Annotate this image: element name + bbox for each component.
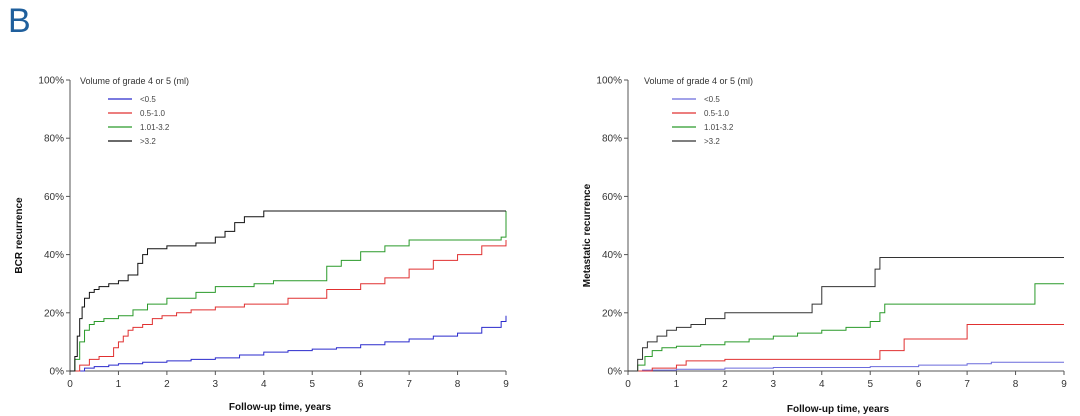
legend-title: Volume of grade 4 or 5 (ml) (80, 76, 189, 86)
x-tick-label: 2 (722, 379, 728, 390)
x-tick-label: 0 (67, 379, 73, 390)
legend-label: <0.5 (140, 95, 156, 104)
y-tick-label: 80% (602, 134, 622, 145)
series-line (70, 315, 507, 372)
legend-title: Volume of grade 4 or 5 (ml) (644, 76, 753, 86)
y-tick-label: 0% (608, 367, 623, 378)
y-tick-label: 60% (602, 192, 622, 203)
x-tick-label: 7 (964, 379, 970, 390)
series-line (628, 283, 1064, 372)
legend-label: >3.2 (140, 137, 156, 146)
y-tick-label: 20% (44, 308, 64, 319)
y-tick-label: 40% (44, 250, 64, 261)
x-tick-label: 0 (625, 379, 631, 390)
y-axis-title: BCR recurrence (14, 197, 25, 274)
x-tick-label: 9 (503, 379, 509, 390)
legend-label: 1.01-3.2 (704, 123, 734, 132)
series-line (70, 240, 507, 372)
legend-label: 0.5-1.0 (704, 109, 729, 118)
y-tick-label: 100% (38, 76, 64, 87)
series-line (70, 210, 506, 372)
x-tick-label: 1 (116, 379, 122, 390)
x-axis-title: Follow-up time, years (229, 402, 332, 413)
legend-label: 0.5-1.0 (140, 109, 165, 118)
y-axis-title: Metastatic recurrence (582, 183, 593, 287)
x-tick-label: 4 (261, 379, 267, 390)
x-tick-label: 5 (867, 379, 873, 390)
legend-label: <0.5 (704, 95, 720, 104)
x-tick-label: 8 (1013, 379, 1019, 390)
bcr-recurrence-chart: 0% 20% 40% 60% 80% 100% 0 1 2 3 4 5 6 7 8 9 Follow-up ti… (14, 76, 509, 414)
x-tick-label: 9 (1061, 379, 1067, 390)
x-tick-label: 6 (358, 379, 364, 390)
x-tick-label: 1 (674, 379, 680, 390)
legend-label: 1.01-3.2 (140, 123, 170, 132)
x-axis-title: Follow-up time, years (787, 404, 890, 415)
y-tick-label: 80% (44, 134, 64, 145)
x-tick-label: 4 (819, 379, 825, 390)
x-tick-label: 2 (164, 379, 170, 390)
panel-label: B (8, 2, 31, 40)
y-tick-label: 20% (602, 308, 622, 319)
series-line (628, 361, 1064, 372)
metastatic-recurrence-chart: 0% 20% 40% 60% 80% 100% 0 1 2 3 4 5 6 7 8 9 Follow-up ti… (582, 76, 1067, 416)
y-tick-label: 60% (44, 192, 64, 203)
y-tick-label: 100% (596, 76, 622, 87)
x-tick-label: 3 (771, 379, 777, 390)
x-tick-label: 8 (455, 379, 461, 390)
x-tick-label: 7 (406, 379, 412, 390)
y-tick-label: 40% (602, 250, 622, 261)
x-tick-label: 6 (916, 379, 922, 390)
series-line (70, 210, 507, 372)
x-tick-label: 3 (213, 379, 219, 390)
series-line (628, 323, 1064, 372)
legend-label: >3.2 (704, 137, 720, 146)
x-tick-label: 5 (309, 379, 315, 390)
y-tick-label: 0% (50, 367, 65, 378)
series-line (628, 257, 1064, 372)
